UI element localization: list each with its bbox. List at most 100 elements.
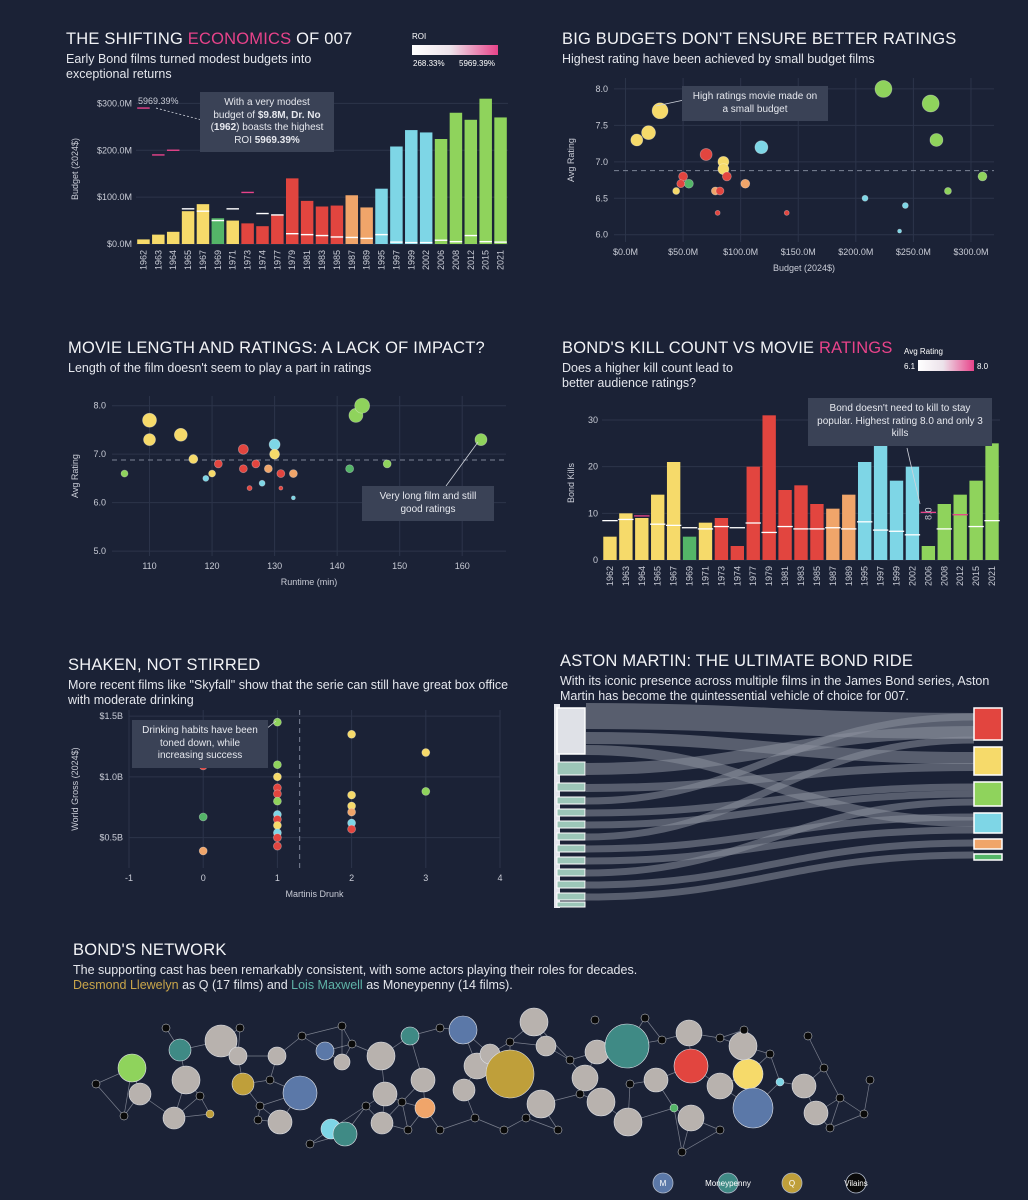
network-node-villain (625, 1079, 635, 1089)
bar (390, 146, 403, 244)
x-tick-label: 1963 (153, 250, 163, 270)
data-point (238, 464, 248, 474)
bar (778, 490, 792, 560)
panel-economics: THE SHIFTING ECONOMICS OF 007 Early Bond… (66, 30, 506, 280)
network-node (613, 1107, 643, 1137)
anno-text: ) boasts the highest ROI (234, 122, 324, 146)
panel-subtitle: The supporting cast has been remarkably … (73, 963, 638, 977)
legend-m-swatch (652, 1172, 674, 1194)
x-tick-label: 160 (455, 561, 470, 571)
x-tick-label: 2008 (939, 566, 949, 586)
y-tick-label: 7.0 (595, 157, 608, 167)
network-edge (525, 1117, 559, 1131)
network-node (586, 1087, 616, 1117)
network-node (673, 1048, 709, 1084)
anno-bold: 1962 (213, 122, 237, 133)
data-point (289, 469, 298, 478)
network-node-villain (657, 1035, 667, 1045)
panel-subtitle: Early Bond films turned modest budgets i… (66, 52, 312, 81)
x-axis-title: Martinis Drunk (285, 889, 344, 899)
bar (285, 178, 299, 244)
network-edge (769, 1053, 781, 1083)
bar (666, 462, 681, 560)
network-node (452, 1078, 476, 1102)
legend-max: 8.0 (977, 362, 989, 371)
legend-title: ROI (412, 32, 426, 41)
x-tick-label: 1981 (302, 250, 312, 270)
network-node-villain (403, 1125, 413, 1135)
y-tick-label: 10 (588, 508, 598, 518)
bar (419, 132, 433, 244)
panel-subtitle: More recent films like "Skyfall" show th… (68, 678, 509, 707)
network-edge (301, 1025, 343, 1037)
sankey-node-craig (973, 781, 1003, 807)
network-node (519, 1007, 549, 1037)
network-node (604, 1023, 650, 1069)
sankey-node (556, 796, 586, 805)
martini-gross-scatter: $0.5B $1.0B $1.5B -1 0 1 2 3 4 Martinis Drunk Worl… (70, 710, 503, 899)
network-node (162, 1106, 186, 1130)
network-node-villain (739, 1025, 749, 1035)
y-tick-label: $0.0M (107, 239, 132, 249)
bar (181, 211, 195, 244)
x-tick-label: 1973 (716, 566, 726, 586)
data-point (421, 748, 431, 757)
network-edge (829, 1097, 841, 1129)
network-node-villain (715, 1033, 725, 1043)
data-point (740, 178, 751, 189)
y-tick-label: $1.5B (99, 711, 123, 721)
data-point (929, 133, 944, 147)
x-tick-label: 150 (392, 561, 407, 571)
network-node-villain (640, 1013, 650, 1023)
x-tick-label: 140 (330, 561, 345, 571)
data-point (276, 469, 286, 478)
data-point (783, 209, 790, 216)
data-point (291, 495, 296, 501)
data-point (208, 469, 216, 478)
network-node (267, 1109, 293, 1135)
network-node (643, 1067, 669, 1093)
title-part: OF 007 (291, 30, 353, 48)
x-tick-label: 1987 (347, 250, 357, 270)
legend-gradient (918, 360, 974, 371)
data-point (251, 459, 261, 469)
sankey-flow (585, 763, 975, 792)
network-node-villain (865, 1075, 875, 1085)
data-point (188, 454, 199, 464)
data-point (263, 464, 273, 474)
panel-title: BOND'S NETWORK (73, 941, 227, 959)
y-axis-title: Avg Rating (70, 454, 80, 498)
panel-title: MOVIE LENGTH AND RATINGS: A LACK OF IMPA… (68, 339, 485, 357)
x-tick-label: $0.0M (613, 247, 638, 257)
data-point (198, 846, 208, 856)
x-tick-label: 1983 (317, 250, 327, 270)
bar (360, 207, 373, 244)
bar (857, 462, 872, 560)
sankey-node (556, 868, 586, 877)
network-edge (829, 1113, 865, 1129)
x-tick-label: 1969 (213, 250, 223, 270)
x-tick-label: 2008 (451, 250, 461, 270)
legend-title: Avg Rating (904, 347, 943, 356)
panel-title: BOND'S KILL COUNT VS MOVIE RATINGS (562, 339, 1002, 358)
x-tick-label: 1999 (892, 566, 902, 586)
data-point (273, 833, 282, 842)
x-tick-label: 1964 (637, 566, 647, 586)
x-tick-label: 1974 (732, 566, 742, 586)
sankey-node-aston-martin (556, 707, 586, 755)
network-node-villain (435, 1023, 445, 1033)
panel-subtitle: Highest rating have been achieved by sma… (562, 52, 875, 66)
data-point (641, 125, 656, 141)
y-axis-title: World Gross (2024$) (70, 747, 80, 830)
x-tick-label: 1 (275, 873, 280, 883)
data-point (258, 479, 266, 487)
network-node-villain (765, 1049, 775, 1059)
bar (746, 466, 760, 560)
x-tick-label: 1979 (764, 566, 774, 586)
bar (889, 480, 904, 560)
bar (985, 443, 999, 560)
sankey-node-brosnan (973, 812, 1003, 834)
data-point (754, 140, 769, 155)
x-tick-label: 2015 (971, 566, 981, 586)
bar (211, 218, 225, 244)
